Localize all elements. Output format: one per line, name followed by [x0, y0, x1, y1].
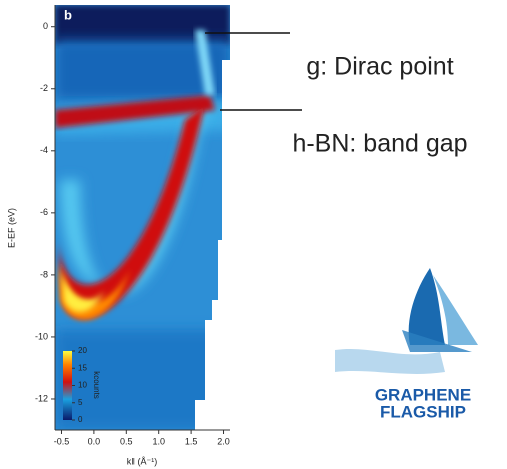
logo-text: FLAGSHIP: [380, 402, 466, 421]
x-tick-label: 0.0: [88, 436, 101, 446]
y-tick-label: -6: [40, 207, 48, 217]
x-tick-label: 1.5: [185, 436, 198, 446]
colorbar-label: kcounts: [92, 371, 101, 399]
colorbar-tick-label: 10: [78, 381, 87, 390]
y-tick-label: -12: [35, 393, 48, 403]
y-axis-label: E-EF (eV): [6, 208, 16, 248]
logo-text: GRAPHENE: [375, 385, 471, 404]
x-axis-label: k‖ (Å⁻¹): [127, 456, 157, 466]
colorbar: [63, 351, 72, 420]
axes: 0 -2 -4 -6 -8 -10 -12 -0.5 0.0 0.5 1.0 1.5 2.0 0 5 10 15…: [35, 5, 230, 446]
y-tick-label: -2: [40, 83, 48, 93]
x-tick-label: 2.0: [217, 436, 230, 446]
y-tick-label: -10: [35, 331, 48, 341]
annotation: g: Dirac point: [306, 53, 453, 81]
x-tick-label: 0.5: [120, 436, 133, 446]
colorbar-tick-label: 20: [78, 346, 87, 355]
colorbar-tick-label: 0: [78, 415, 83, 424]
x-tick-label: 1.0: [152, 436, 165, 446]
colorbar-tick-label: 5: [78, 398, 83, 407]
annotation: h-BN: band gap: [292, 130, 467, 158]
y-tick-label: -8: [40, 269, 48, 279]
panel-label: b: [64, 7, 72, 22]
logo-graphic: [335, 268, 478, 374]
x-tick-label: -0.5: [54, 436, 70, 446]
y-tick-label: 0: [43, 21, 48, 31]
colorbar-tick-label: 15: [78, 363, 87, 372]
y-tick-label: -4: [40, 145, 48, 155]
heatmap-image: [55, 5, 230, 430]
